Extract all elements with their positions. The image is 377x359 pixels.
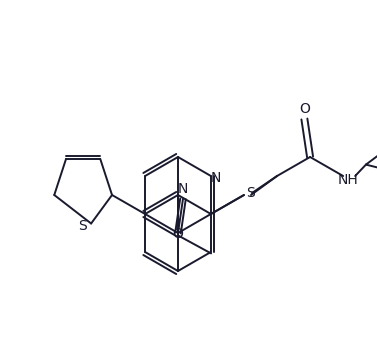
Text: N: N: [211, 171, 221, 185]
Text: O: O: [173, 227, 184, 241]
Text: O: O: [299, 102, 310, 116]
Text: S: S: [247, 186, 255, 200]
Text: N: N: [178, 182, 188, 196]
Text: S: S: [78, 219, 86, 233]
Text: NH: NH: [338, 173, 359, 187]
